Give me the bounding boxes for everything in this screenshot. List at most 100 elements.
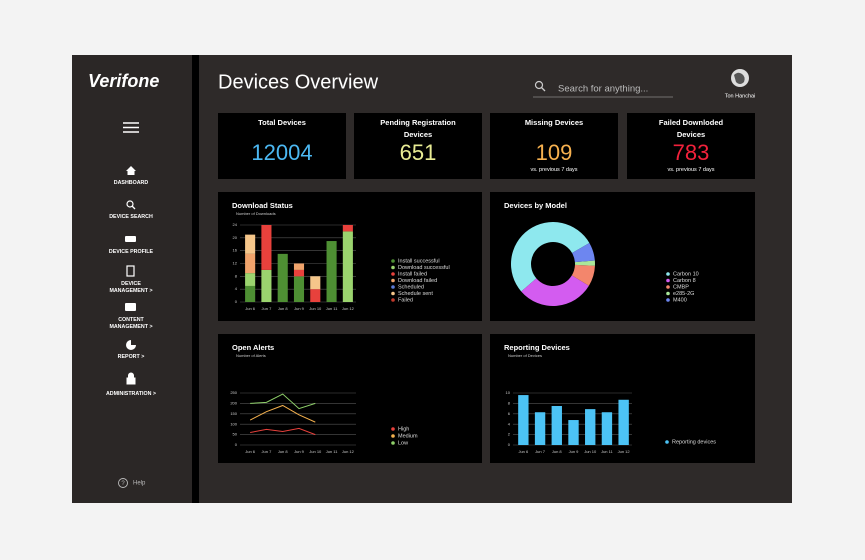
nav-item[interactable]: DEVICE SEARCH (109, 214, 153, 220)
x-tick-label: Jun 10 (309, 306, 322, 311)
chart-card (218, 334, 482, 463)
sidebar-divider (192, 55, 199, 503)
y-tick-label: 6 (508, 411, 511, 416)
chart-title: Open Alerts (232, 343, 274, 352)
x-tick-label: Jun 8 (278, 306, 289, 311)
help-icon[interactable] (118, 478, 128, 488)
legend-marker (391, 278, 395, 283)
help-link[interactable]: Help (133, 481, 146, 487)
x-tick-label: Jun 12 (342, 306, 355, 311)
kpi-label: Total Devices (258, 118, 306, 127)
x-tick-label: Jun 6 (245, 449, 256, 454)
x-tick-label: Jun 8 (552, 449, 563, 454)
bar (261, 225, 272, 270)
kpi: Failed Downloded Devices 783 vs. previou… (627, 113, 755, 179)
y-tick-label: 0 (235, 442, 238, 447)
legend-label: Scheduled (398, 284, 424, 290)
kpi-note: vs. previous 7 days (530, 167, 578, 173)
x-tick-label: Jun 11 (326, 449, 338, 454)
bar (245, 234, 256, 254)
page-title: Devices Overview (218, 71, 379, 93)
line-series (250, 427, 316, 436)
kpi-value: 12004 (251, 140, 313, 165)
bar (342, 225, 353, 232)
line-series (249, 404, 316, 423)
bar (310, 276, 321, 290)
legend-marker (391, 272, 395, 276)
legend-marker (666, 278, 670, 283)
x-tick-label: Jun 10 (309, 449, 322, 454)
kpi-label: Pending Registration Devices (380, 118, 456, 139)
nav-icons (125, 166, 136, 385)
kpi: Pending Registration Devices 651 (354, 113, 482, 179)
bar (310, 289, 321, 302)
x-tick-label: Jun 7 (262, 449, 273, 454)
bar (585, 409, 596, 445)
y-tick-label: 24 (233, 222, 238, 227)
nav-item[interactable]: DASHBOARD (113, 180, 149, 186)
logo[interactable]: Verifone (88, 71, 159, 91)
chart-title: Reporting Devices (504, 343, 570, 352)
nav-item[interactable]: DEVICE PROFILE (108, 249, 154, 255)
y-tick-label: 250 (230, 390, 237, 395)
kpi-value: 109 (535, 140, 573, 165)
nav-item[interactable]: REPORT > (117, 354, 145, 360)
bar (293, 263, 305, 270)
bar (551, 406, 562, 445)
nav-item[interactable]: CONTENT MANAGEMENT > (109, 317, 153, 330)
x-tick-label: Jun 10 (584, 449, 597, 454)
x-tick-label: Jun 9 (294, 449, 305, 454)
kpi-value: 651 (399, 140, 437, 165)
help-icon-mark: ? (121, 481, 125, 487)
chart-subtitle: Number of Downloads (236, 211, 276, 216)
y-tick-label: 8 (508, 400, 511, 405)
kpi-card (354, 113, 482, 179)
bar (534, 412, 546, 445)
donut-slice (521, 275, 589, 306)
user-name[interactable]: Ton Hanchai (725, 93, 756, 99)
chart-subtitle: Number of Alerts (236, 353, 266, 358)
x-tick-label: Jun 7 (535, 449, 546, 454)
donut-slice (571, 264, 595, 286)
bar (568, 420, 579, 445)
line-series (250, 393, 316, 410)
legend-marker (666, 272, 670, 276)
y-tick-label: 200 (230, 400, 237, 405)
legend-marker (666, 291, 670, 296)
legend-label: Install failed (398, 271, 427, 277)
chart-title: Devices by Model (504, 201, 567, 210)
legend-marker (391, 434, 395, 438)
legend-label: High (398, 426, 409, 432)
menu-toggle[interactable] (123, 122, 139, 133)
donut-slice (574, 260, 595, 266)
nav-item[interactable]: DEVICE MANAGEMENT > (109, 281, 153, 294)
x-tick-label: Jun 7 (262, 306, 273, 311)
y-tick-label: 20 (233, 235, 238, 240)
nav-item[interactable]: ADMINISTRATION > (105, 391, 157, 397)
legend-label: Download successful (398, 265, 450, 271)
y-tick-label: 0 (508, 442, 511, 447)
bar (326, 241, 337, 302)
bar (518, 395, 529, 445)
search-icon-handle (541, 87, 546, 92)
legend-label: Download failed (398, 278, 437, 284)
legend-marker (666, 285, 670, 289)
y-tick-label: 10 (506, 390, 511, 395)
x-tick-label: Jun 12 (618, 449, 631, 454)
kpi-note: vs. previous 7 days (667, 167, 715, 173)
search-input[interactable]: Search for anything... (558, 84, 648, 95)
bar (277, 253, 288, 302)
search-icon (534, 80, 544, 90)
legend-label: Carbon 8 (673, 278, 696, 284)
donut-slice (572, 243, 595, 263)
legend-marker (391, 285, 395, 289)
y-tick-label: 4 (235, 286, 238, 291)
y-tick-label: 4 (508, 421, 511, 426)
y-tick-label: 50 (233, 432, 238, 437)
legend-label: Failed (398, 297, 413, 303)
legend-marker (391, 259, 395, 263)
legend-label: Install successful (398, 258, 440, 264)
x-tick-label: Jun 12 (342, 449, 355, 454)
x-tick-label: Jun 11 (601, 449, 613, 454)
